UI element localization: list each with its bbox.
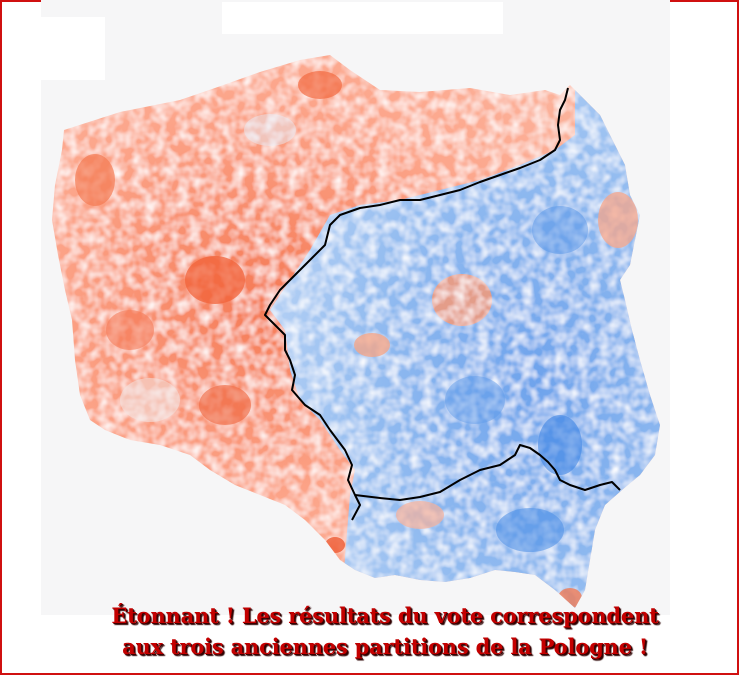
west-red-patch	[106, 310, 154, 350]
poznan-area	[185, 256, 245, 304]
prussian-russian-border	[264, 87, 569, 521]
wroclaw-area	[199, 385, 251, 425]
subcarpathia-blue-patch	[496, 508, 564, 552]
szczecin-area	[75, 154, 115, 206]
northeast-red-patch	[598, 192, 638, 248]
caption-line-1: Étonnant ! Les résultats du vote corresp…	[111, 603, 659, 628]
lublin-blue-patch	[538, 415, 582, 475]
austrian-russian-border	[354, 444, 621, 501]
krakow-area	[396, 501, 444, 529]
blank-patch-top	[222, 2, 503, 34]
pale-patch-southwest	[120, 378, 180, 422]
warsaw-area	[432, 274, 492, 326]
lodz-area	[354, 333, 390, 357]
central-blue-patch	[445, 376, 505, 424]
vote-choropleth	[52, 55, 660, 608]
partition-borders	[264, 87, 621, 521]
podlasie-blue-patch	[532, 206, 588, 254]
gdansk-area	[298, 71, 342, 99]
blank-patch-left	[41, 17, 105, 80]
pale-patch-north	[244, 114, 296, 146]
caption-line-2: aux trois anciennes partitions de la Pol…	[122, 634, 648, 659]
cieszyn-red-patch	[325, 537, 345, 553]
